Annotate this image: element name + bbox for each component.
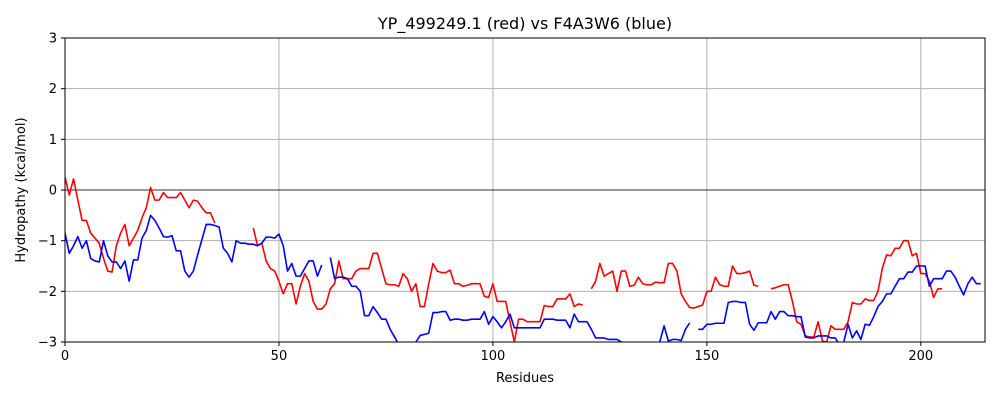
y-axis-title: Hydropathy (kcal/mol) — [14, 117, 29, 262]
y-tick-label: 0 — [49, 184, 57, 199]
series-line-red — [65, 177, 943, 342]
chart-title: YP_499249.1 (red) vs F4A3W6 (blue) — [377, 14, 672, 34]
y-tick-label: −3 — [38, 336, 57, 351]
series-layer — [65, 177, 981, 342]
axis-ticks: 0 50 100 150 200 −3 −2 −1 0 1 2 3 — [38, 32, 933, 365]
y-tick-label: 3 — [49, 32, 57, 47]
y-tick-label: 2 — [49, 82, 57, 97]
y-tick-label: 1 — [49, 133, 57, 148]
y-tick-label: −1 — [38, 234, 57, 249]
x-tick-label: 200 — [908, 349, 933, 364]
x-tick-label: 100 — [480, 349, 505, 364]
x-tick-label: 0 — [61, 349, 69, 364]
series-line-blue — [65, 214, 981, 342]
x-tick-label: 50 — [271, 349, 288, 364]
y-tick-label: −2 — [38, 285, 57, 300]
x-axis-title: Residues — [496, 371, 554, 386]
x-tick-label: 150 — [694, 349, 719, 364]
